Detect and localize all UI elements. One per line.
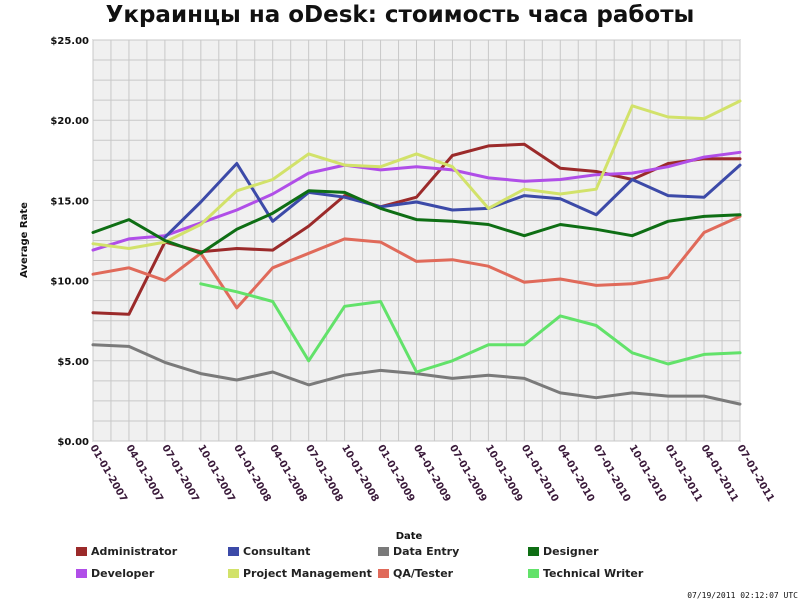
x-axis-label: Date [396,531,423,542]
legend-label-project-management: Project Management [243,567,372,580]
x-tick-label: 07-01-2007 [159,443,201,504]
x-tick-label: 01-01-2010 [519,443,561,504]
y-tick-label: $25.00 [50,36,89,47]
legend-label-administrator: Administrator [91,545,178,558]
x-tick-label: 01-01-2009 [375,443,417,504]
x-tick-label: 10-01-2007 [195,443,237,504]
legend-label-qa-tester: QA/Tester [393,567,454,580]
series-line-consultant [163,162,742,239]
y-tick-label: $20.00 [50,116,89,127]
legend-swatch-developer [76,569,87,578]
x-tick-label: 01-01-2011 [663,443,705,504]
timestamp-footer: 07/19/2011 02:12:07 UTC [687,591,798,600]
legend-label-designer: Designer [543,545,599,558]
x-tick-label: 04-01-2007 [123,443,165,504]
x-tick-label: 07-01-2010 [591,443,633,504]
legend-swatch-designer [528,547,539,556]
y-tick-label: $15.00 [50,196,89,207]
x-axis-ticks: 01-01-200704-01-200707-01-200710-01-2007… [87,443,776,504]
y-axis-ticks: $0.00 $5.00 $10.00 $15.00 $20.00 $25.00 [50,36,89,448]
legend-label-consultant: Consultant [243,545,310,558]
x-tick-label: 01-01-2008 [231,443,273,504]
x-tick-label: 04-01-2009 [411,443,453,504]
legend-swatch-consultant [228,547,239,556]
legend-label-data-entry: Data Entry [393,545,459,558]
series-line-data-entry [91,343,742,406]
legend-label-developer: Developer [91,567,155,580]
legend-swatch-technical-writer [528,569,539,578]
x-tick-label: 04-01-2008 [267,443,309,504]
series-lines [91,99,742,406]
x-tick-label: 07-01-2011 [734,443,776,504]
legend-swatch-administrator [76,547,87,556]
legend-swatch-qa-tester [378,569,389,578]
grid [92,39,741,442]
y-axis-label: Average Rate [19,202,30,278]
x-tick-label: 07-01-2009 [447,443,489,504]
x-tick-label: 04-01-2010 [555,443,597,504]
legend: Administrator Developer Consultant Project … [76,545,644,580]
legend-swatch-data-entry [378,547,389,556]
x-tick-label: 04-01-2011 [698,443,740,504]
y-tick-label: $10.00 [50,277,89,288]
y-tick-label: $0.00 [57,437,89,448]
legend-label-technical-writer: Technical Writer [543,567,644,580]
x-tick-label: 10-01-2009 [483,443,525,504]
legend-swatch-project-management [228,569,239,578]
x-tick-label: 07-01-2008 [303,443,345,504]
series-line-designer [91,189,742,255]
x-tick-label: 01-01-2007 [87,443,129,504]
x-tick-label: 10-01-2008 [339,443,381,504]
chart-title: Украинцы на oDesk: стоимость часа работы [105,2,695,28]
x-tick-label: 10-01-2010 [627,443,669,504]
series-line-project-management [91,99,742,250]
y-tick-label: $5.00 [57,357,89,368]
series-line-technical-writer [199,282,742,374]
